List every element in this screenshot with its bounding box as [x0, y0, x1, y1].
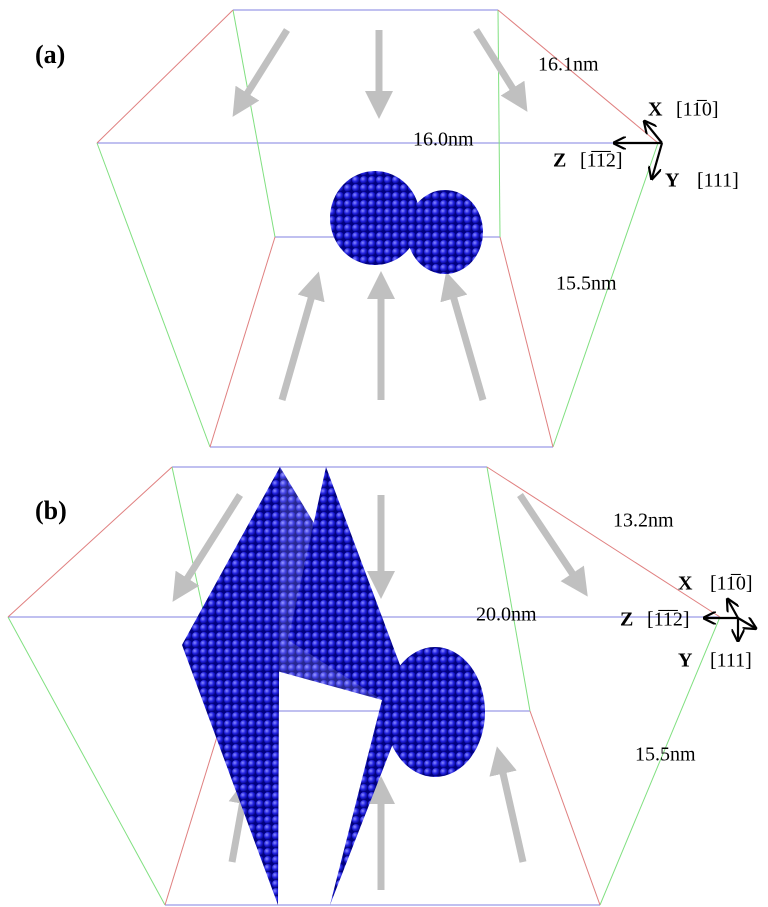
dimension: 16.1nm — [538, 54, 599, 76]
dimension: 16.0nm — [413, 129, 474, 151]
panel-label: (b) — [35, 496, 67, 525]
atoms-a — [330, 171, 483, 274]
atoms-b — [182, 467, 485, 905]
dimension: 13.2nm — [613, 510, 674, 532]
dimension: 20.0nm — [476, 604, 537, 626]
axis-index: [1̅1̅2] — [580, 150, 623, 172]
axis-letter: X — [648, 99, 663, 121]
axis-letter: Z — [553, 150, 566, 172]
axis-letter: Z — [620, 609, 633, 631]
figure: (a) 16.1nm 16.0nm 15.5nm X [11̅0] Z [1̅1… — [0, 0, 768, 907]
axis-index: [111] — [710, 650, 752, 672]
axis-index: [1̅1̅2] — [647, 609, 690, 631]
axis-index: [111] — [697, 170, 739, 192]
axis-index: [11̅0] — [710, 573, 753, 595]
dimension: 15.5nm — [556, 273, 617, 295]
axis-letter: Y — [665, 170, 680, 192]
axis-letter: X — [678, 573, 693, 595]
axis-letter: Y — [678, 650, 693, 672]
dimension: 15.5nm — [635, 744, 696, 766]
axis-index: [11̅0] — [676, 99, 719, 121]
panel-label: (a) — [35, 40, 65, 69]
